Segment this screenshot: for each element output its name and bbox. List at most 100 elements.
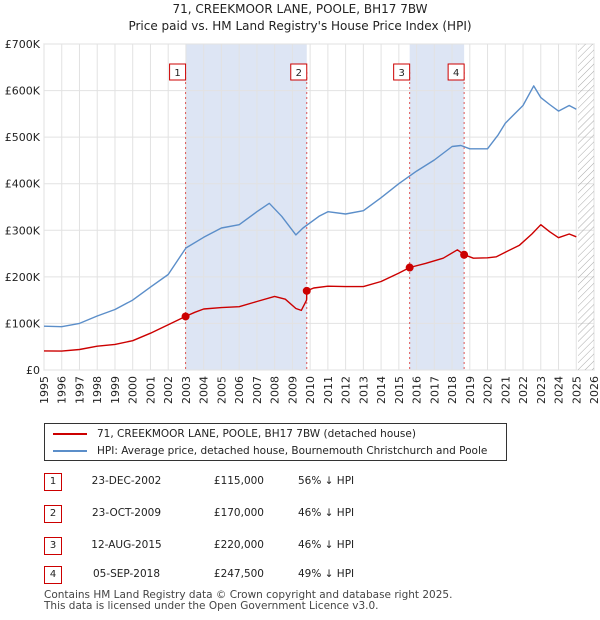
x-tick-label: 1995 <box>38 376 51 404</box>
y-axis-ticks: £0 £100K £200K £300K £400K £500K £600K £700K <box>5 38 41 377</box>
x-tick-label: 1997 <box>73 376 86 404</box>
legend-swatch-hpi <box>53 450 87 452</box>
sale-price: £170,000 <box>213 507 264 519</box>
shaded-period <box>185 44 307 370</box>
sale-date: 23-DEC-2002 <box>91 475 162 487</box>
chart-subtitle: Price paid vs. HM Land Registry's House … <box>128 19 471 33</box>
y-tick-label: £0 <box>26 364 40 377</box>
plot-frame <box>43 43 595 371</box>
x-tick-label: 1996 <box>56 376 69 404</box>
sale-hpi-diff: 49% ↓ HPI <box>298 568 355 580</box>
y-tick-label: £600K <box>5 85 41 98</box>
sale-badge-label: 1 <box>174 68 180 79</box>
forecast-hatch <box>578 44 594 370</box>
price-chart: 71, CREEKMOOR LANE, POOLE, BH17 7BW Pric… <box>5 2 600 404</box>
sale-point <box>181 312 190 321</box>
sale-row: 2 23-OCT-2009 £170,000 46% ↓ HPI <box>44 505 444 523</box>
x-tick-label: 2024 <box>553 376 566 404</box>
x-tick-label: 2010 <box>304 376 317 404</box>
x-tick-label: 2009 <box>286 376 299 404</box>
x-tick-label: 2026 <box>588 376 600 404</box>
sale-badge-label: 2 <box>296 68 302 79</box>
shaded-period <box>409 44 465 370</box>
footer-notice: Contains HM Land Registry data © Crown c… <box>44 590 452 612</box>
sale-row: 3 12-AUG-2015 £220,000 46% ↓ HPI <box>44 537 444 555</box>
sale-price: £115,000 <box>213 475 264 487</box>
sale-row: 4 05-SEP-2018 £247,500 49% ↓ HPI <box>44 566 444 584</box>
sale-badge-box <box>169 63 187 81</box>
x-tick-label: 2023 <box>535 376 548 404</box>
legend-item-property: 71, CREEKMOOR LANE, POOLE, BH17 7BW (det… <box>53 426 416 442</box>
property-line <box>43 224 577 352</box>
x-tick-label: 2005 <box>215 376 228 404</box>
sale-badge: 4 <box>44 566 62 584</box>
x-tick-label: 2007 <box>251 376 264 404</box>
x-tick-label: 2002 <box>162 376 175 404</box>
sale-point <box>405 263 414 272</box>
sale-badge: 3 <box>44 537 62 555</box>
x-tick-label: 2003 <box>180 376 193 404</box>
x-tick-label: 2022 <box>517 376 530 404</box>
legend-swatch-property <box>53 433 87 435</box>
y-tick-label: £300K <box>5 224 41 237</box>
chart-svg: 71, CREEKMOOR LANE, POOLE, BH17 7BW Pric… <box>5 2 600 404</box>
x-tick-label: 2006 <box>233 376 246 404</box>
sale-badge: 1 <box>44 473 62 491</box>
x-tick-label: 2019 <box>464 376 477 404</box>
y-tick-label: £200K <box>5 271 41 284</box>
sale-badge-box <box>447 63 465 81</box>
y-tick-label: £100K <box>5 317 41 330</box>
x-tick-label: 2011 <box>322 376 335 404</box>
x-tick-label: 2021 <box>499 376 512 404</box>
sale-date: 12-AUG-2015 <box>91 539 162 551</box>
sale-badge-box <box>393 63 411 81</box>
sale-point <box>460 250 469 259</box>
y-tick-label: £500K <box>5 131 41 144</box>
sale-point <box>302 286 311 295</box>
sale-hpi-diff: 46% ↓ HPI <box>298 539 355 551</box>
shaded-periods <box>185 44 465 370</box>
sale-badge-box <box>290 63 308 81</box>
sale-badges: 1 2 3 4 <box>169 63 465 81</box>
x-tick-label: 2014 <box>375 376 388 404</box>
x-tick-label: 2016 <box>411 376 424 404</box>
sale-hpi-diff: 56% ↓ HPI <box>298 475 355 487</box>
x-axis-ticks: 1995 1996 1997 1998 1999 2000 2001 2002 2003 2004… <box>38 376 600 404</box>
x-tick-label: 2000 <box>127 376 140 404</box>
hatch-region <box>578 44 594 370</box>
sale-date: 23-OCT-2009 <box>92 507 161 519</box>
x-tick-label: 1999 <box>109 376 122 404</box>
x-tick-label: 2008 <box>269 376 282 404</box>
x-tick-label: 2012 <box>340 376 353 404</box>
sale-badge: 2 <box>44 505 62 523</box>
hpi-line <box>43 85 577 328</box>
x-tick-label: 2013 <box>357 376 370 404</box>
x-tick-label: 2015 <box>393 376 406 404</box>
sale-price: £220,000 <box>213 539 264 551</box>
legend-label-property: 71, CREEKMOOR LANE, POOLE, BH17 7BW (det… <box>97 428 416 440</box>
x-tick-label: 2018 <box>446 376 459 404</box>
sale-price: £247,500 <box>213 568 264 580</box>
sale-row: 1 23-DEC-2002 £115,000 56% ↓ HPI <box>44 473 444 491</box>
x-tick-label: 2001 <box>144 376 157 404</box>
y-tick-label: £700K <box>5 38 41 51</box>
legend-item-hpi: HPI: Average price, detached house, Bour… <box>53 443 487 459</box>
x-tick-label: 2025 <box>570 376 583 404</box>
x-tick-label: 2017 <box>428 376 441 404</box>
x-tick-label: 2004 <box>198 376 211 404</box>
series-lines <box>43 85 577 352</box>
footer-copyright: Contains HM Land Registry data © Crown c… <box>44 589 453 601</box>
legend-label-hpi: HPI: Average price, detached house, Bour… <box>97 445 488 457</box>
y-tick-label: £400K <box>5 178 41 191</box>
footer-licence: This data is licensed under the Open Gov… <box>44 600 379 612</box>
sale-points <box>181 250 469 321</box>
chart-title: 71, CREEKMOOR LANE, POOLE, BH17 7BW <box>172 2 427 16</box>
x-tick-label: 1998 <box>91 376 104 404</box>
x-tick-label: 2020 <box>482 376 495 404</box>
sale-date: 05-SEP-2018 <box>92 568 161 580</box>
sale-badge-label: 4 <box>453 68 459 79</box>
grid-lines <box>43 43 595 371</box>
sale-badge-label: 3 <box>398 68 404 79</box>
sale-hpi-diff: 46% ↓ HPI <box>298 507 355 519</box>
legend: 71, CREEKMOOR LANE, POOLE, BH17 7BW (det… <box>44 423 507 461</box>
